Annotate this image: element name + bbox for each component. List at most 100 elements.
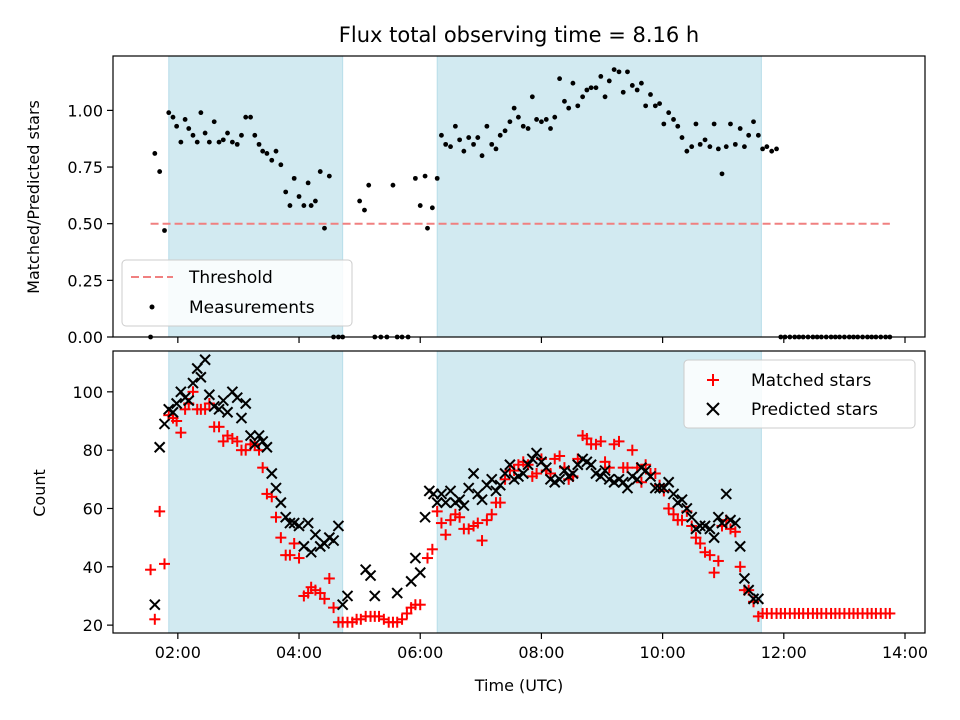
x-tick-label: 06:00	[397, 643, 443, 662]
predicted-stars-point	[494, 479, 506, 491]
measurement-point	[166, 110, 172, 116]
matched-stars-legend-plus-icon	[707, 374, 719, 386]
measurement-point	[639, 80, 644, 86]
measurement-point	[648, 92, 653, 97]
predicted-stars-point	[738, 572, 751, 585]
matched-stars-point	[257, 462, 269, 474]
predicted-stars-point	[332, 520, 345, 532]
measurement-point	[629, 83, 635, 88]
predicted-stars-point	[221, 406, 234, 418]
matched-stars-point	[435, 517, 447, 529]
measurement-point	[448, 144, 453, 150]
predicted-stars-point	[284, 517, 296, 529]
predicted-stars-point	[595, 470, 607, 483]
x-tick-label: 04:00	[276, 643, 322, 662]
predicted-stars-point	[540, 461, 552, 474]
predicted-stars-point	[467, 467, 480, 480]
matched-stars-point	[426, 543, 438, 555]
matched-stars-point	[145, 564, 157, 576]
matched-stars-point	[179, 403, 191, 415]
predicted-stars-point	[585, 459, 597, 471]
predicted-stars-point	[405, 575, 417, 588]
measurement-point	[198, 110, 204, 116]
matched-stars-point	[275, 532, 287, 544]
matched-stars-point	[396, 613, 408, 625]
measurement-point	[711, 121, 717, 127]
predicted-stars-point	[490, 485, 502, 497]
predicted-stars-point	[213, 403, 225, 416]
predicted-stars-point	[458, 499, 470, 512]
threshold-legend-label: Threshold	[188, 268, 273, 288]
measurement-point	[157, 169, 163, 174]
predicted-stars-point	[649, 482, 662, 494]
matched-stars-point	[159, 558, 171, 570]
measurement-point	[679, 135, 685, 140]
predicted-stars-point	[253, 429, 265, 442]
measurement-point	[264, 151, 270, 156]
matched-stars-point	[704, 549, 716, 561]
predicted-stars-point	[256, 435, 269, 448]
measurement-point	[479, 153, 485, 159]
predicted-stars-point	[195, 371, 207, 383]
measurement-point	[475, 135, 481, 140]
predicted-stars-point	[364, 569, 377, 582]
measurement-point	[566, 105, 572, 111]
predicted-stars-point	[734, 540, 746, 553]
measurement-point	[520, 123, 526, 129]
measurement-point	[534, 117, 539, 122]
predicted-stars-point	[327, 534, 340, 547]
predicted-stars-point	[530, 447, 543, 459]
measurement-point	[755, 132, 761, 138]
measurement-point	[190, 132, 196, 138]
predicted-stars-point	[681, 502, 693, 515]
predicted-stars-point	[279, 511, 292, 523]
matched-stars-series	[145, 386, 896, 628]
measurement-point	[317, 169, 323, 174]
measurement-point	[751, 119, 756, 125]
matched-stars-point	[203, 397, 215, 409]
predicted-stars-point	[553, 473, 566, 486]
measurement-point	[602, 94, 608, 100]
bottom-panel-x-ticks: 02:00 04:00 06:00 08:00 10:00 12:00 14:00	[155, 633, 928, 662]
measurement-point	[452, 123, 458, 129]
measurement-point	[178, 139, 184, 145]
matched-stars-point	[599, 456, 611, 468]
matched-stars-point	[508, 465, 520, 477]
measurement-point	[425, 225, 430, 231]
matched-stars-point	[213, 421, 225, 433]
predicted-stars-point	[617, 476, 629, 488]
matched-stars-point	[690, 532, 702, 544]
predicted-stars-point	[599, 464, 611, 477]
measurement-point	[657, 101, 662, 106]
measurement-point	[429, 205, 435, 211]
predicted-stars-point	[742, 584, 755, 596]
matched-stars-point	[414, 599, 426, 611]
predicted-stars-point	[231, 391, 243, 404]
matched-stars-point	[431, 505, 443, 517]
predicted-stars-point	[694, 520, 706, 532]
measurement-point	[234, 141, 240, 147]
y-tick-label: 0.50	[67, 215, 103, 234]
measurement-point	[719, 171, 725, 177]
predicted-stars-point	[431, 496, 443, 509]
measurement-point	[269, 157, 275, 163]
predicted-stars-point	[644, 470, 657, 483]
measurement-point	[170, 114, 176, 120]
predicted-stars-point	[729, 517, 742, 529]
predicted-stars-point	[183, 394, 195, 407]
matched-stars-point	[676, 514, 688, 526]
top-panel-legend: Threshold Measurements	[121, 259, 353, 327]
measurement-point	[697, 141, 703, 147]
measurement-point	[575, 103, 581, 109]
y-tick-label: 80	[83, 441, 103, 460]
measurement-point	[707, 144, 713, 150]
predicted-stars-point	[369, 590, 381, 602]
predicted-stars-point	[439, 496, 452, 509]
measurement-point	[248, 114, 253, 120]
predicted-stars-point	[199, 354, 211, 366]
y-tick-label: 40	[83, 558, 103, 577]
measurement-point	[529, 94, 535, 100]
measurement-point	[580, 94, 586, 100]
x-tick-label: 12:00	[761, 643, 807, 662]
predicted-stars-point	[631, 473, 643, 486]
